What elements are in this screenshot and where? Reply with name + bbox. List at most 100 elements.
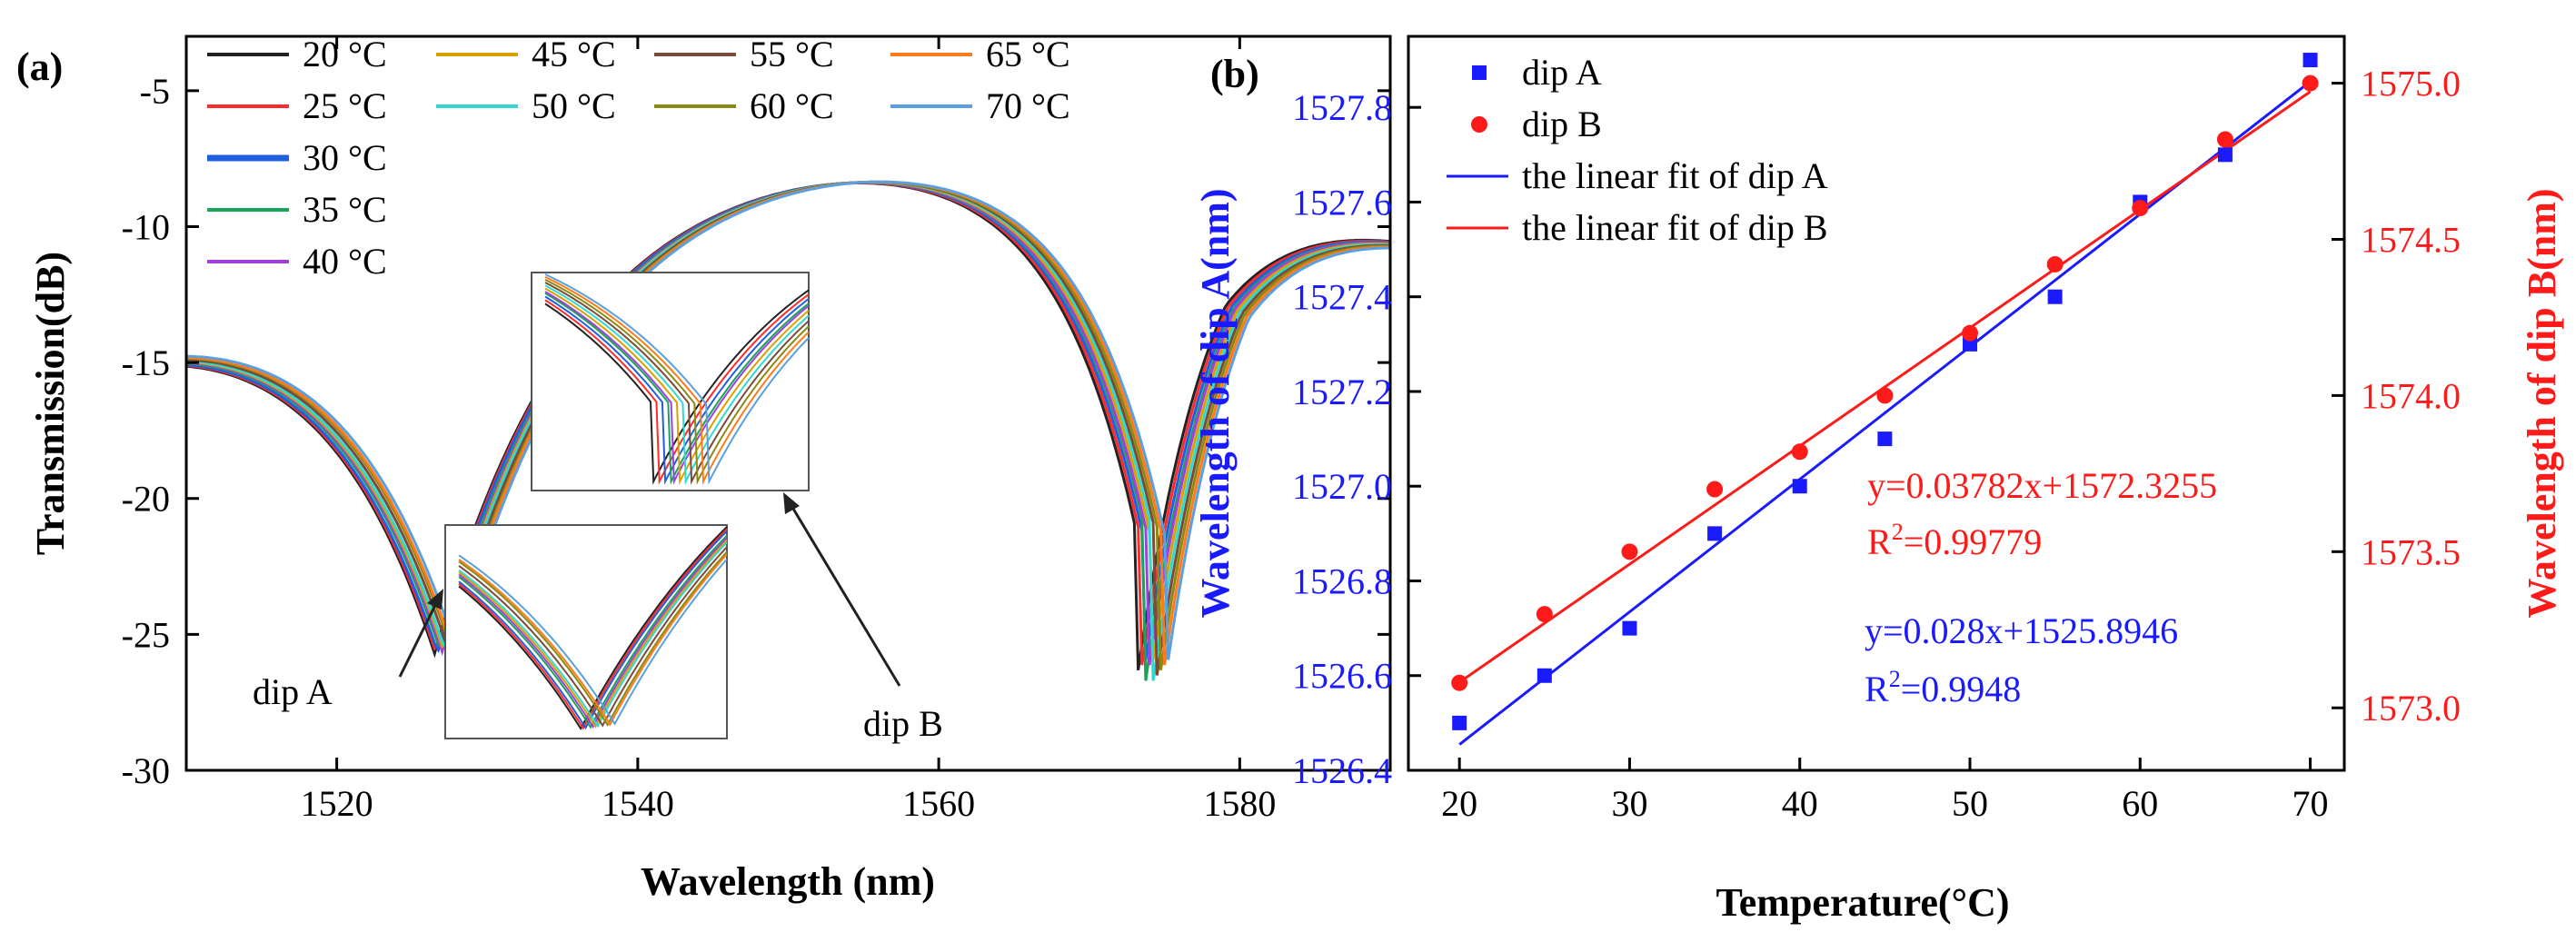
x-tick-label: 1560 [902,783,975,824]
inset-curve [458,554,728,726]
point-dip-a [1537,668,1552,683]
left-y-tick-label: 1526.8 [1292,560,1392,601]
y-tick-label: -25 [122,614,170,655]
panel-a: (a) 1520 1540 1560 1580 -30 -25 -20 -15 -10 -5 W… [16,34,1392,904]
point-dip-b [1791,443,1808,461]
dip-b-label: dip B [863,703,943,744]
left-y-tick-label: 1527.6 [1292,182,1392,223]
left-y-tick-label: 1527.2 [1292,372,1392,412]
x-tick-label: 50 [1952,783,1988,824]
point-dip-a [1963,336,1977,352]
x-tick-label: 30 [1611,783,1647,824]
x-tick-label: 1580 [1203,783,1276,824]
fit-b-equation: y=0.03782x+1572.3255 [1867,465,2217,506]
panel-b-right-y-ticks: 1573.0 1573.5 1574.0 1574.5 1575.0 [2332,64,2461,729]
dip-a-label: dip A [253,671,333,712]
panel-b-left-y-axis-label: Wavelength of dip A(nm) [1193,188,1238,618]
left-y-tick-label: 1527.0 [1292,466,1392,507]
x-tick-label: 20 [1441,783,1477,824]
point-dip-b [1962,324,1978,342]
legend-entry: 60 °C [750,85,834,126]
panel-a-frame [184,35,1392,772]
y-tick-label: -30 [122,750,170,791]
inset-curve [458,537,728,729]
panel-b-points [1451,53,2319,730]
left-y-tick-label: 1527.4 [1292,277,1392,318]
legend-entry: 40 °C [303,241,387,282]
panel-a-x-ticks: 1520 1540 1560 1580 [301,36,1276,824]
point-dip-a [2217,147,2233,163]
y-tick-label: -10 [122,206,170,247]
inset-curve [544,279,810,485]
legend-entry: 20 °C [303,34,387,74]
panel-a-legend: 20 °C 25 °C 30 °C 35 °C 40 °C 45 °C 50 °C 55 °C… [207,34,1070,282]
panel-b-label: (b) [1210,52,1259,96]
panel-a-curves [185,180,1391,681]
legend-marker [1471,116,1487,133]
panel-a-y-axis-label: Transmission(dB) [28,252,73,555]
fit-a-equation: y=0.028x+1525.8946 [1865,610,2178,651]
fit-line [1458,80,2312,746]
inset-curve [544,284,810,485]
panel-a-label: (a) [16,45,63,89]
panel-b-right-y-axis-label: Wavelength of dip B(nm) [2520,188,2564,618]
inset-dip-b [544,273,810,485]
inset-curve [458,539,728,729]
inset-curve [458,526,728,730]
panel-b-fit-lines [1458,80,2312,746]
right-y-tick-label: 1574.5 [2361,219,2461,260]
arrow-dip-a [398,599,440,678]
x-tick-label: 40 [1782,783,1818,824]
panel-b-x-ticks: 20 30 40 50 60 70 [1441,758,2329,824]
panel-b-x-axis-label: Temperature(°C) [1716,880,2009,925]
inset-dip-a [458,526,728,730]
point-dip-b [1706,481,1724,498]
y-tick-label: -15 [122,342,170,383]
point-dip-a [1707,526,1723,541]
inset-curve [544,291,810,485]
arrow-dip-b [789,503,901,687]
legend-entry: 70 °C [986,85,1070,126]
point-dip-b [2216,131,2233,148]
point-dip-a [1877,431,1893,447]
inset-curve [544,287,810,485]
point-dip-b [1876,387,1894,404]
point-dip-b [2046,255,2064,273]
right-y-tick-label: 1575.0 [2361,64,2461,104]
legend-entry: dip B [1522,104,1602,144]
legend-entry: 35 °C [303,189,387,230]
x-tick-label: 1540 [602,783,674,824]
legend-entry: the linear fit of dip A [1522,155,1828,196]
inset-dip-a-frame [444,524,728,739]
inset-curve [458,546,728,728]
arrow-dip-a-head [427,589,443,610]
right-y-tick-label: 1573.5 [2361,531,2461,572]
legend-entry: 30 °C [303,137,387,178]
legend-entry: 55 °C [750,34,834,74]
legend-entry: dip A [1522,52,1602,93]
inset-curve [458,553,728,727]
inset-curve [458,550,728,727]
inset-curve [544,293,810,485]
fit-a-r2: R2=0.9948 [1865,666,2021,709]
left-y-tick-label: 1526.4 [1292,750,1392,791]
right-y-tick-label: 1573.0 [2361,688,2461,729]
inset-curve [544,276,810,485]
point-dip-b [2302,74,2319,92]
curve-70c [185,180,1390,660]
legend-entry: 45 °C [532,34,616,74]
panel-b-frame [1407,35,2346,772]
inset-curve [544,289,810,485]
point-dip-a [1622,620,1637,636]
panel-a-x-axis-label: Wavelength (nm) [641,859,935,904]
point-dip-a [2302,53,2318,68]
left-y-tick-label: 1527.8 [1292,87,1392,128]
fit-b-r2: R2=0.99779 [1867,519,2042,562]
inset-curve [544,292,810,485]
arrow-dip-b-head [783,492,800,514]
point-dip-b [2132,200,2149,217]
panel-b-legend: dip A dip B the linear fit of dip A the lin… [1447,52,1828,248]
legend-entry: the linear fit of dip B [1522,207,1828,248]
inset-curve [458,541,728,729]
